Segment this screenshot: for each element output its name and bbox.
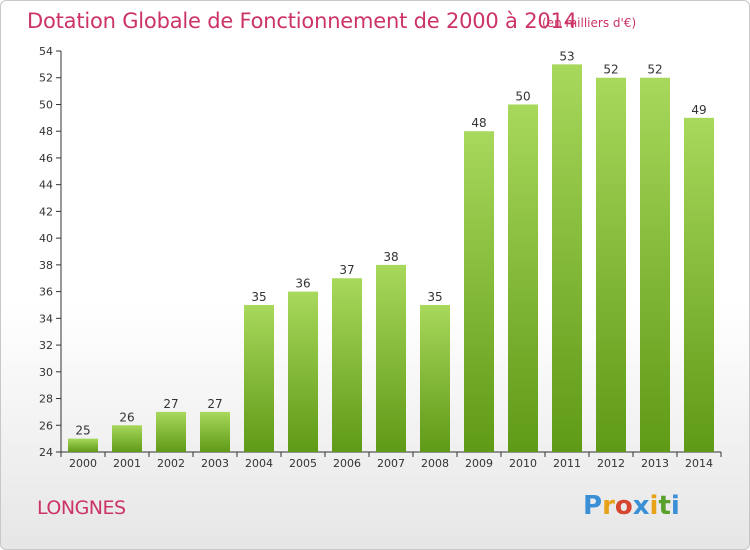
x-tick-label-2000: 2000 bbox=[69, 457, 97, 470]
bar-2000[interactable] bbox=[68, 438, 98, 452]
logo-letter: o bbox=[614, 491, 633, 521]
bar-2010[interactable] bbox=[508, 104, 538, 452]
data-label-2002: 27 bbox=[163, 397, 178, 411]
bar-2003[interactable] bbox=[200, 411, 230, 452]
chart-title: Dotation Globale de Fonctionnement de 20… bbox=[27, 9, 577, 33]
logo-letter: r bbox=[602, 491, 615, 521]
x-tick-label-2001: 2001 bbox=[113, 457, 141, 470]
bar-2007[interactable] bbox=[376, 264, 406, 452]
bar-2012[interactable] bbox=[596, 77, 626, 452]
x-tick-label-2006: 2006 bbox=[333, 457, 361, 470]
data-label-2007: 38 bbox=[383, 250, 398, 264]
bar-2001[interactable] bbox=[112, 425, 142, 452]
x-tick-label-2012: 2012 bbox=[597, 457, 625, 470]
x-tick-label-2009: 2009 bbox=[465, 457, 493, 470]
x-tick-label-2008: 2008 bbox=[421, 457, 449, 470]
bar-2006[interactable] bbox=[332, 278, 362, 452]
x-tick-label-2014: 2014 bbox=[685, 457, 713, 470]
bar-2014[interactable] bbox=[684, 117, 714, 452]
bar-2008[interactable] bbox=[420, 304, 450, 452]
x-tick-label-2013: 2013 bbox=[641, 457, 669, 470]
bar-2013[interactable] bbox=[640, 77, 670, 452]
bar-2004[interactable] bbox=[244, 304, 274, 452]
data-label-2009: 48 bbox=[471, 116, 486, 130]
bar-2011[interactable] bbox=[552, 64, 582, 452]
x-tick-label-2005: 2005 bbox=[289, 457, 317, 470]
commune-name: LONGNES bbox=[37, 497, 126, 519]
x-tick-label-2003: 2003 bbox=[201, 457, 229, 470]
x-tick-label-2011: 2011 bbox=[553, 457, 581, 470]
y-tick-label: 28 bbox=[39, 393, 53, 406]
x-tick-label-2002: 2002 bbox=[157, 457, 185, 470]
data-label-2001: 26 bbox=[119, 410, 134, 424]
data-label-2013: 52 bbox=[647, 63, 662, 77]
y-tick-label: 24 bbox=[39, 446, 53, 459]
logo-letter: x bbox=[632, 491, 650, 521]
y-tick-label: 48 bbox=[39, 125, 53, 138]
data-label-2012: 52 bbox=[603, 63, 618, 77]
bar-2005[interactable] bbox=[288, 291, 318, 452]
chart-subtitle: (en milliers d'€) bbox=[542, 16, 637, 30]
data-label-2004: 35 bbox=[251, 290, 266, 304]
data-label-2014: 49 bbox=[691, 103, 706, 117]
data-labels: 25 26 27 27 35 36 37 38 35 48 50 53 52 52 49 bbox=[75, 49, 706, 437]
y-tick-label: 32 bbox=[39, 339, 53, 352]
y-tick-label: 34 bbox=[39, 312, 53, 325]
bar-2002[interactable] bbox=[156, 411, 186, 452]
y-tick-label: 26 bbox=[39, 419, 53, 432]
bar-2009[interactable] bbox=[464, 131, 494, 452]
x-tick-label-2007: 2007 bbox=[377, 457, 405, 470]
y-tick-label: 40 bbox=[39, 232, 53, 245]
data-label-2011: 53 bbox=[559, 49, 574, 63]
data-label-2003: 27 bbox=[207, 397, 222, 411]
data-label-2000: 25 bbox=[75, 424, 90, 438]
logo-letter: t bbox=[658, 491, 671, 521]
y-tick-label: 44 bbox=[39, 179, 53, 192]
logo-letter: i bbox=[670, 491, 680, 521]
y-tick-label: 38 bbox=[39, 259, 53, 272]
y-tick-labels: 24 26 28 30 32 34 36 38 40 42 44 46 48 50 52 54 bbox=[39, 45, 53, 459]
y-tick-label: 52 bbox=[39, 72, 53, 85]
bars bbox=[68, 64, 714, 452]
data-label-2005: 36 bbox=[295, 277, 310, 291]
y-tick-label: 46 bbox=[39, 152, 53, 165]
y-tick-label: 54 bbox=[39, 45, 53, 58]
x-tick-label-2010: 2010 bbox=[509, 457, 537, 470]
y-tick-label: 50 bbox=[39, 98, 53, 111]
data-label-2006: 37 bbox=[339, 263, 354, 277]
y-tick-label: 30 bbox=[39, 366, 53, 379]
x-tick-labels: 2000 2001 2002 2003 2004 2005 2006 2007 2008 2009… bbox=[69, 457, 713, 470]
y-tick-label: 36 bbox=[39, 286, 53, 299]
logo-letter: i bbox=[649, 491, 659, 521]
data-label-2010: 50 bbox=[515, 89, 530, 103]
logo-letter: P bbox=[583, 491, 603, 521]
y-tick-label: 42 bbox=[39, 205, 53, 218]
x-tick-label-2004: 2004 bbox=[245, 457, 273, 470]
proxiti-logo[interactable]: Proxiti bbox=[583, 491, 680, 521]
data-label-2008: 35 bbox=[427, 290, 442, 304]
